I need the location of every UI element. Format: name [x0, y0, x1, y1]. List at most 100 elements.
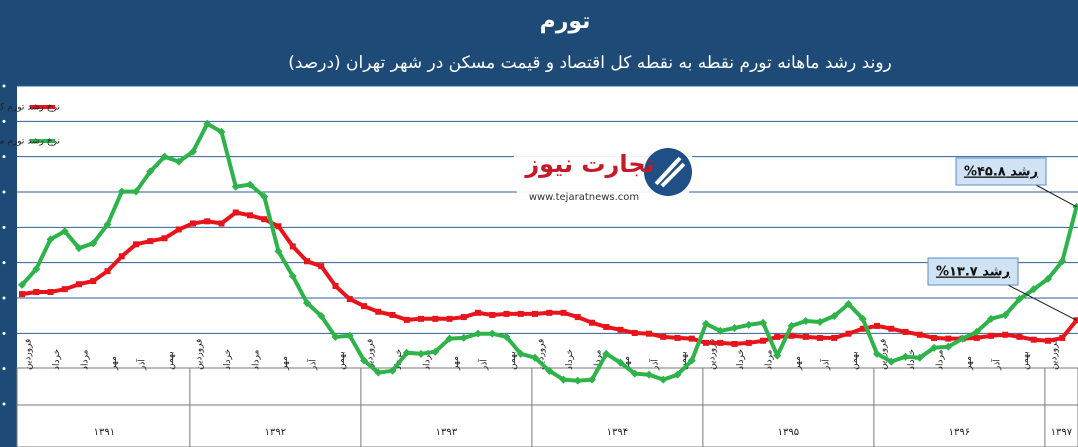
data-point — [1015, 295, 1024, 304]
data-point — [502, 332, 511, 341]
data-point — [844, 300, 853, 309]
year-label: ۱۳۹۱ — [94, 427, 115, 438]
data-point — [1029, 285, 1038, 294]
data-point — [988, 332, 994, 339]
x-tick-label: فروردین — [366, 339, 376, 370]
data-point — [189, 147, 197, 156]
x-tick-label: آذر — [478, 359, 490, 371]
data-point — [702, 319, 710, 328]
data-point — [303, 298, 311, 307]
data-point — [831, 334, 838, 341]
data-point — [816, 318, 824, 327]
legend-label: نرخ رشد تورم کل اقتصاد — [0, 103, 60, 113]
data-point — [760, 337, 766, 344]
data-point — [33, 288, 40, 295]
year-label: ۱۳۹۵ — [778, 427, 799, 438]
x-tick-label: مرداد — [423, 350, 433, 370]
data-point — [275, 223, 282, 230]
data-point — [160, 152, 169, 161]
data-point — [261, 216, 268, 223]
data-point — [687, 356, 696, 365]
x-tick-label: آذر — [307, 359, 319, 371]
year-label: ۱۳۹۷ — [1051, 427, 1073, 438]
data-point — [418, 315, 424, 322]
month-band — [16, 367, 1078, 406]
data-point — [432, 315, 439, 322]
data-point — [375, 308, 382, 315]
y-tick-mark — [2, 402, 6, 406]
data-point — [944, 342, 953, 351]
data-point — [517, 310, 524, 317]
data-point — [888, 325, 895, 332]
year-band — [16, 404, 1078, 447]
data-point — [161, 235, 168, 242]
x-tick-label: فروردین — [195, 339, 205, 370]
data-point — [616, 358, 625, 367]
annotation-text: رشد ۱۳.۷% — [936, 265, 1010, 280]
data-point — [246, 180, 254, 189]
x-tick-label: خرداد — [52, 349, 62, 370]
data-point — [545, 366, 554, 375]
x-tick-label: آذر — [991, 359, 1003, 371]
data-point — [717, 339, 724, 346]
data-point — [987, 314, 995, 323]
data-point — [674, 334, 681, 341]
data-point — [1016, 333, 1023, 340]
data-point — [61, 286, 68, 293]
chart-title: تورم — [540, 9, 591, 34]
data-point — [1002, 331, 1009, 338]
data-point — [660, 333, 667, 340]
data-point — [503, 310, 510, 317]
data-point — [916, 331, 923, 338]
x-tick-label: فروردین — [708, 339, 718, 370]
data-point — [972, 327, 981, 336]
data-point — [459, 333, 468, 342]
data-point — [730, 324, 739, 333]
y-tick-mark — [2, 331, 6, 335]
x-tick-label: مرداد — [936, 350, 946, 370]
x-tick-label: خرداد — [565, 349, 575, 370]
watermark-icon-mark — [654, 156, 686, 188]
x-tick-label: مهر — [622, 356, 632, 371]
y-tick-mark — [2, 155, 6, 159]
data-point — [1072, 202, 1078, 211]
y-tick-mark — [2, 119, 6, 123]
data-point — [958, 334, 967, 343]
annotation-arrow — [1007, 284, 1077, 321]
data-point — [175, 226, 182, 233]
data-point — [460, 314, 467, 321]
x-tick-label: خرداد — [223, 349, 233, 370]
x-tick-label: آذر — [649, 359, 661, 371]
data-point — [318, 263, 325, 270]
x-tick-label: مرداد — [81, 350, 91, 370]
data-point — [588, 375, 596, 384]
data-point — [874, 322, 880, 329]
year-label: ۱۳۹۴ — [607, 427, 628, 438]
data-point — [915, 353, 924, 362]
y-tick-mark — [2, 367, 6, 371]
data-point — [930, 343, 938, 352]
data-point — [901, 352, 910, 361]
data-point — [560, 309, 567, 316]
annotation-box — [927, 257, 1019, 286]
data-point — [1030, 336, 1037, 343]
annotation-arrow — [1035, 184, 1077, 208]
data-point — [801, 316, 810, 325]
data-point — [759, 318, 767, 327]
data-point — [274, 247, 283, 256]
x-tick-label: فروردین — [879, 339, 889, 370]
x-axis: فروردین خرداد مرداد مهر آذر بهمن فروردین خرداد م… — [16, 339, 1078, 447]
data-point — [887, 357, 896, 366]
data-point — [332, 282, 339, 289]
data-point — [645, 370, 653, 379]
data-point — [19, 291, 25, 298]
data-point — [617, 326, 624, 333]
data-point — [630, 369, 639, 378]
x-tick-label: آذر — [820, 359, 832, 371]
x-tick-label: آذر — [136, 359, 148, 371]
x-tick-label: مهر — [964, 356, 974, 371]
data-point — [474, 329, 482, 338]
x-tick-label: مهر — [109, 356, 119, 371]
data-point — [546, 309, 553, 316]
